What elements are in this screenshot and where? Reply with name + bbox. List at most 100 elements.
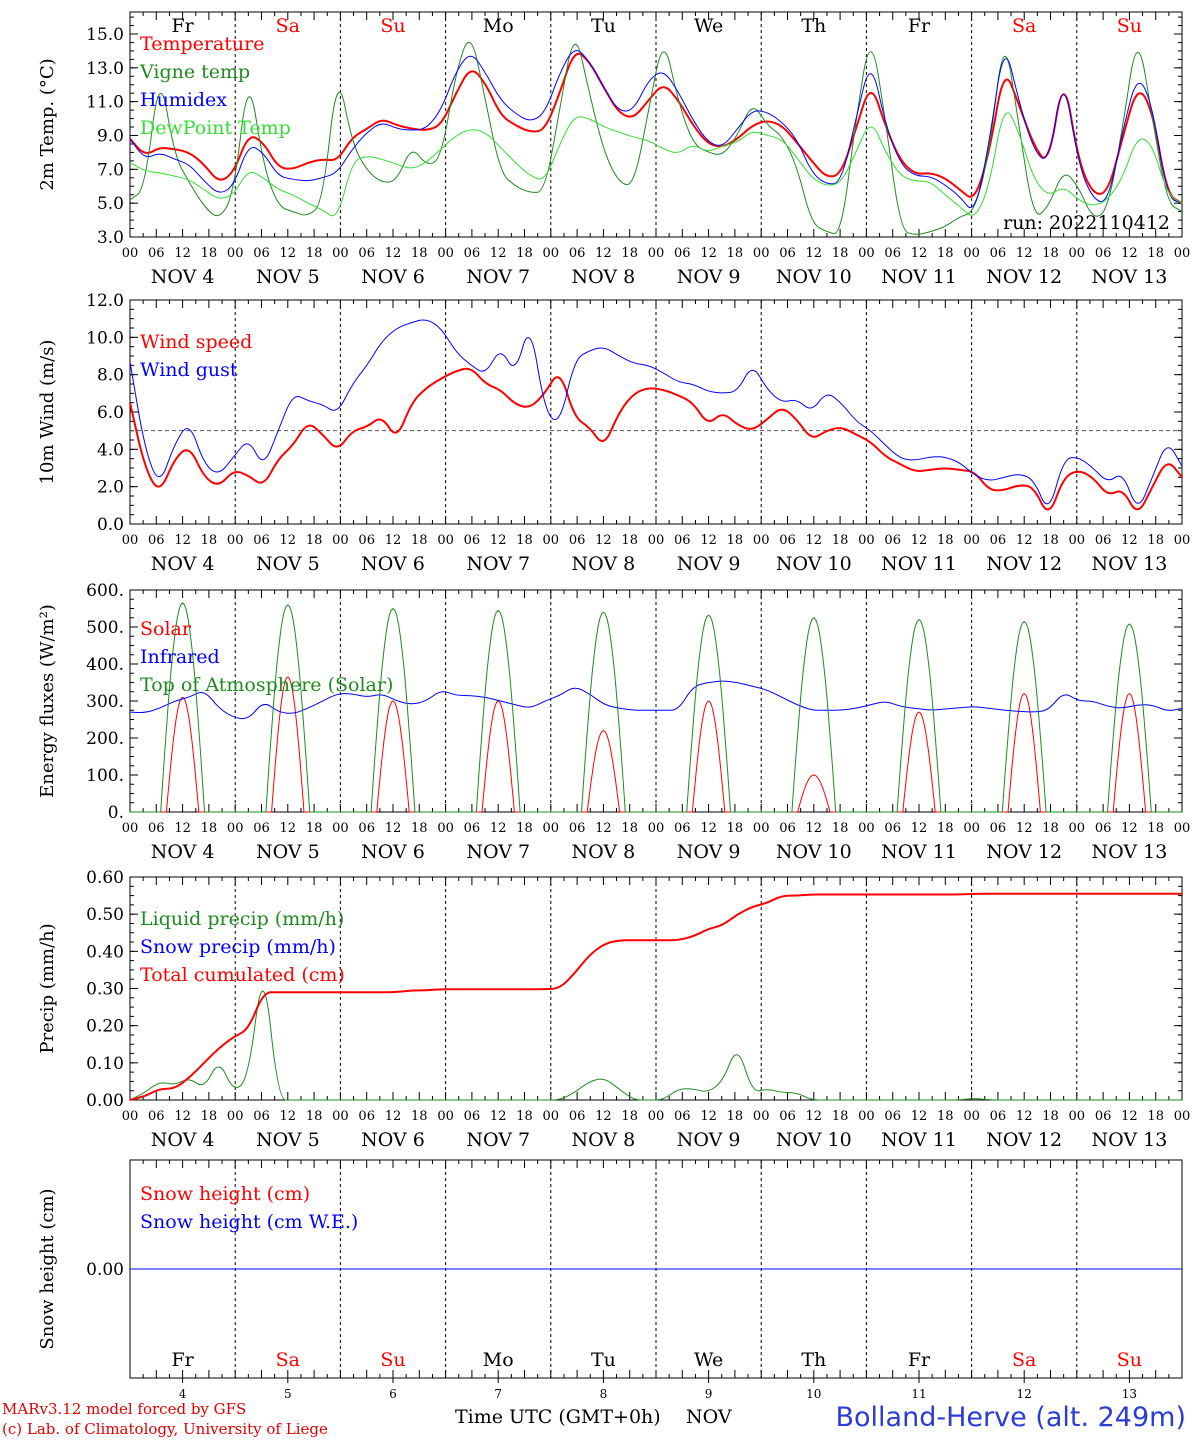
x-tick-label: 00: [1069, 821, 1086, 836]
legend-entry: Solar: [140, 618, 192, 640]
x-tick-label: 00: [753, 1109, 770, 1124]
x-tick-label: 06: [1095, 533, 1112, 548]
x-day-number: 6: [389, 1387, 397, 1401]
x-tick-label: 00: [227, 246, 244, 261]
time-axis-label: Time UTC (GMT+0h): [455, 1406, 661, 1428]
x-tick-label: 06: [464, 1109, 481, 1124]
x-tick-label: 00: [858, 246, 875, 261]
x-tick-label: 06: [358, 821, 375, 836]
x-tick-label: 18: [832, 821, 849, 836]
x-day-label: NOV 11: [881, 553, 957, 575]
x-tick-label: 18: [1147, 821, 1164, 836]
legend-entry: Snow height (cm): [140, 1183, 310, 1205]
x-tick-label: 06: [464, 533, 481, 548]
x-tick-label: 12: [1121, 1109, 1138, 1124]
x-tick-label: 00: [332, 533, 349, 548]
x-tick-label: 06: [884, 821, 901, 836]
x-day-label: NOV 4: [151, 553, 215, 575]
x-tick-label: 18: [937, 533, 954, 548]
y-tick-label: 9.0: [97, 126, 124, 146]
x-tick-label: 06: [569, 246, 586, 261]
x-tick-label: 18: [201, 246, 218, 261]
y-tick-label: 0.00: [86, 1260, 124, 1280]
x-tick-label: 18: [1042, 821, 1059, 836]
x-tick-label: 12: [1016, 821, 1033, 836]
x-day-number: 4: [179, 1387, 187, 1401]
x-tick-label: 06: [674, 1109, 691, 1124]
x-tick-label: 12: [280, 821, 297, 836]
x-tick-label: 00: [858, 1109, 875, 1124]
legend-entry: Infrared: [140, 646, 220, 668]
x-tick-label: 00: [332, 246, 349, 261]
legend-entry: Top of Atmosphere (Solar): [140, 674, 393, 696]
series-line: [129, 680, 1183, 720]
x-tick-label: 00: [332, 821, 349, 836]
y-tick-label: 0.50: [86, 905, 124, 925]
x-tick-label: 12: [911, 246, 928, 261]
weekday-label: We: [694, 15, 723, 37]
x-tick-label: 18: [832, 533, 849, 548]
x-day-label: NOV 4: [151, 1129, 215, 1151]
weekday-label: Su: [1117, 15, 1142, 37]
x-tick-label: 06: [1095, 246, 1112, 261]
y-tick-label: 13.0: [86, 59, 124, 79]
x-day-label: NOV 7: [466, 553, 530, 575]
x-tick-label: 06: [253, 533, 270, 548]
y-tick-label: 100.: [86, 766, 124, 786]
x-day-label: NOV 5: [256, 1129, 320, 1151]
x-tick-label: 06: [990, 533, 1007, 548]
weekday-label: Sa: [1012, 15, 1036, 37]
x-day-number: 10: [806, 1387, 821, 1401]
time-axis-month: NOV: [686, 1406, 732, 1428]
x-tick-label: 00: [227, 1109, 244, 1124]
x-tick-label: 18: [1042, 246, 1059, 261]
plot-frame: [129, 299, 1183, 525]
x-tick-label: 12: [174, 246, 191, 261]
x-day-label: NOV 10: [776, 1129, 852, 1151]
legend-entry: Liquid precip (mm/h): [140, 908, 344, 930]
x-day-label: NOV 4: [151, 841, 215, 863]
x-tick-label: 06: [674, 246, 691, 261]
x-tick-label: 18: [411, 246, 428, 261]
x-tick-label: 12: [174, 1109, 191, 1124]
x-day-number: 9: [705, 1387, 713, 1401]
legend-entry: Snow height (cm W.E.): [140, 1211, 358, 1233]
x-tick-label: 18: [621, 1109, 638, 1124]
x-tick-label: 00: [1174, 246, 1191, 261]
x-day-number: 13: [1122, 1387, 1137, 1401]
weekday-label: Mo: [483, 15, 514, 37]
y-tick-label: 0.40: [86, 942, 124, 962]
y-tick-label: 400.: [86, 655, 124, 675]
y-tick-label: 0.60: [86, 868, 124, 888]
run-label: run: 2022110412: [1003, 212, 1170, 234]
x-tick-label: 12: [1016, 246, 1033, 261]
x-tick-label: 12: [385, 1109, 402, 1124]
x-tick-label: 00: [227, 821, 244, 836]
x-tick-label: 12: [490, 533, 507, 548]
series-line: [130, 602, 1182, 813]
x-tick-label: 00: [122, 821, 139, 836]
x-tick-label: 12: [595, 533, 612, 548]
x-tick-label: 00: [543, 1109, 560, 1124]
x-tick-label: 18: [1147, 533, 1164, 548]
x-tick-label: 18: [621, 533, 638, 548]
x-tick-label: 12: [700, 1109, 717, 1124]
x-tick-label: 12: [1016, 533, 1033, 548]
x-tick-label: 00: [858, 821, 875, 836]
x-tick-label: 18: [832, 246, 849, 261]
legend-entry: DewPoint Temp: [140, 117, 291, 139]
x-day-label: NOV 7: [466, 841, 530, 863]
x-tick-label: 00: [543, 821, 560, 836]
legend-entry: Humidex: [140, 89, 227, 111]
y-tick-label: 0.10: [86, 1054, 124, 1074]
x-tick-label: 06: [358, 533, 375, 548]
x-tick-label: 00: [648, 533, 665, 548]
x-tick-label: 00: [648, 246, 665, 261]
weekday-label: Fr: [908, 15, 931, 37]
x-tick-label: 12: [1121, 533, 1138, 548]
x-day-label: NOV 9: [677, 266, 741, 288]
x-day-label: NOV 8: [572, 841, 636, 863]
weekday-label: Mo: [483, 1349, 514, 1371]
x-tick-label: 12: [806, 533, 823, 548]
x-tick-label: 06: [779, 1109, 796, 1124]
